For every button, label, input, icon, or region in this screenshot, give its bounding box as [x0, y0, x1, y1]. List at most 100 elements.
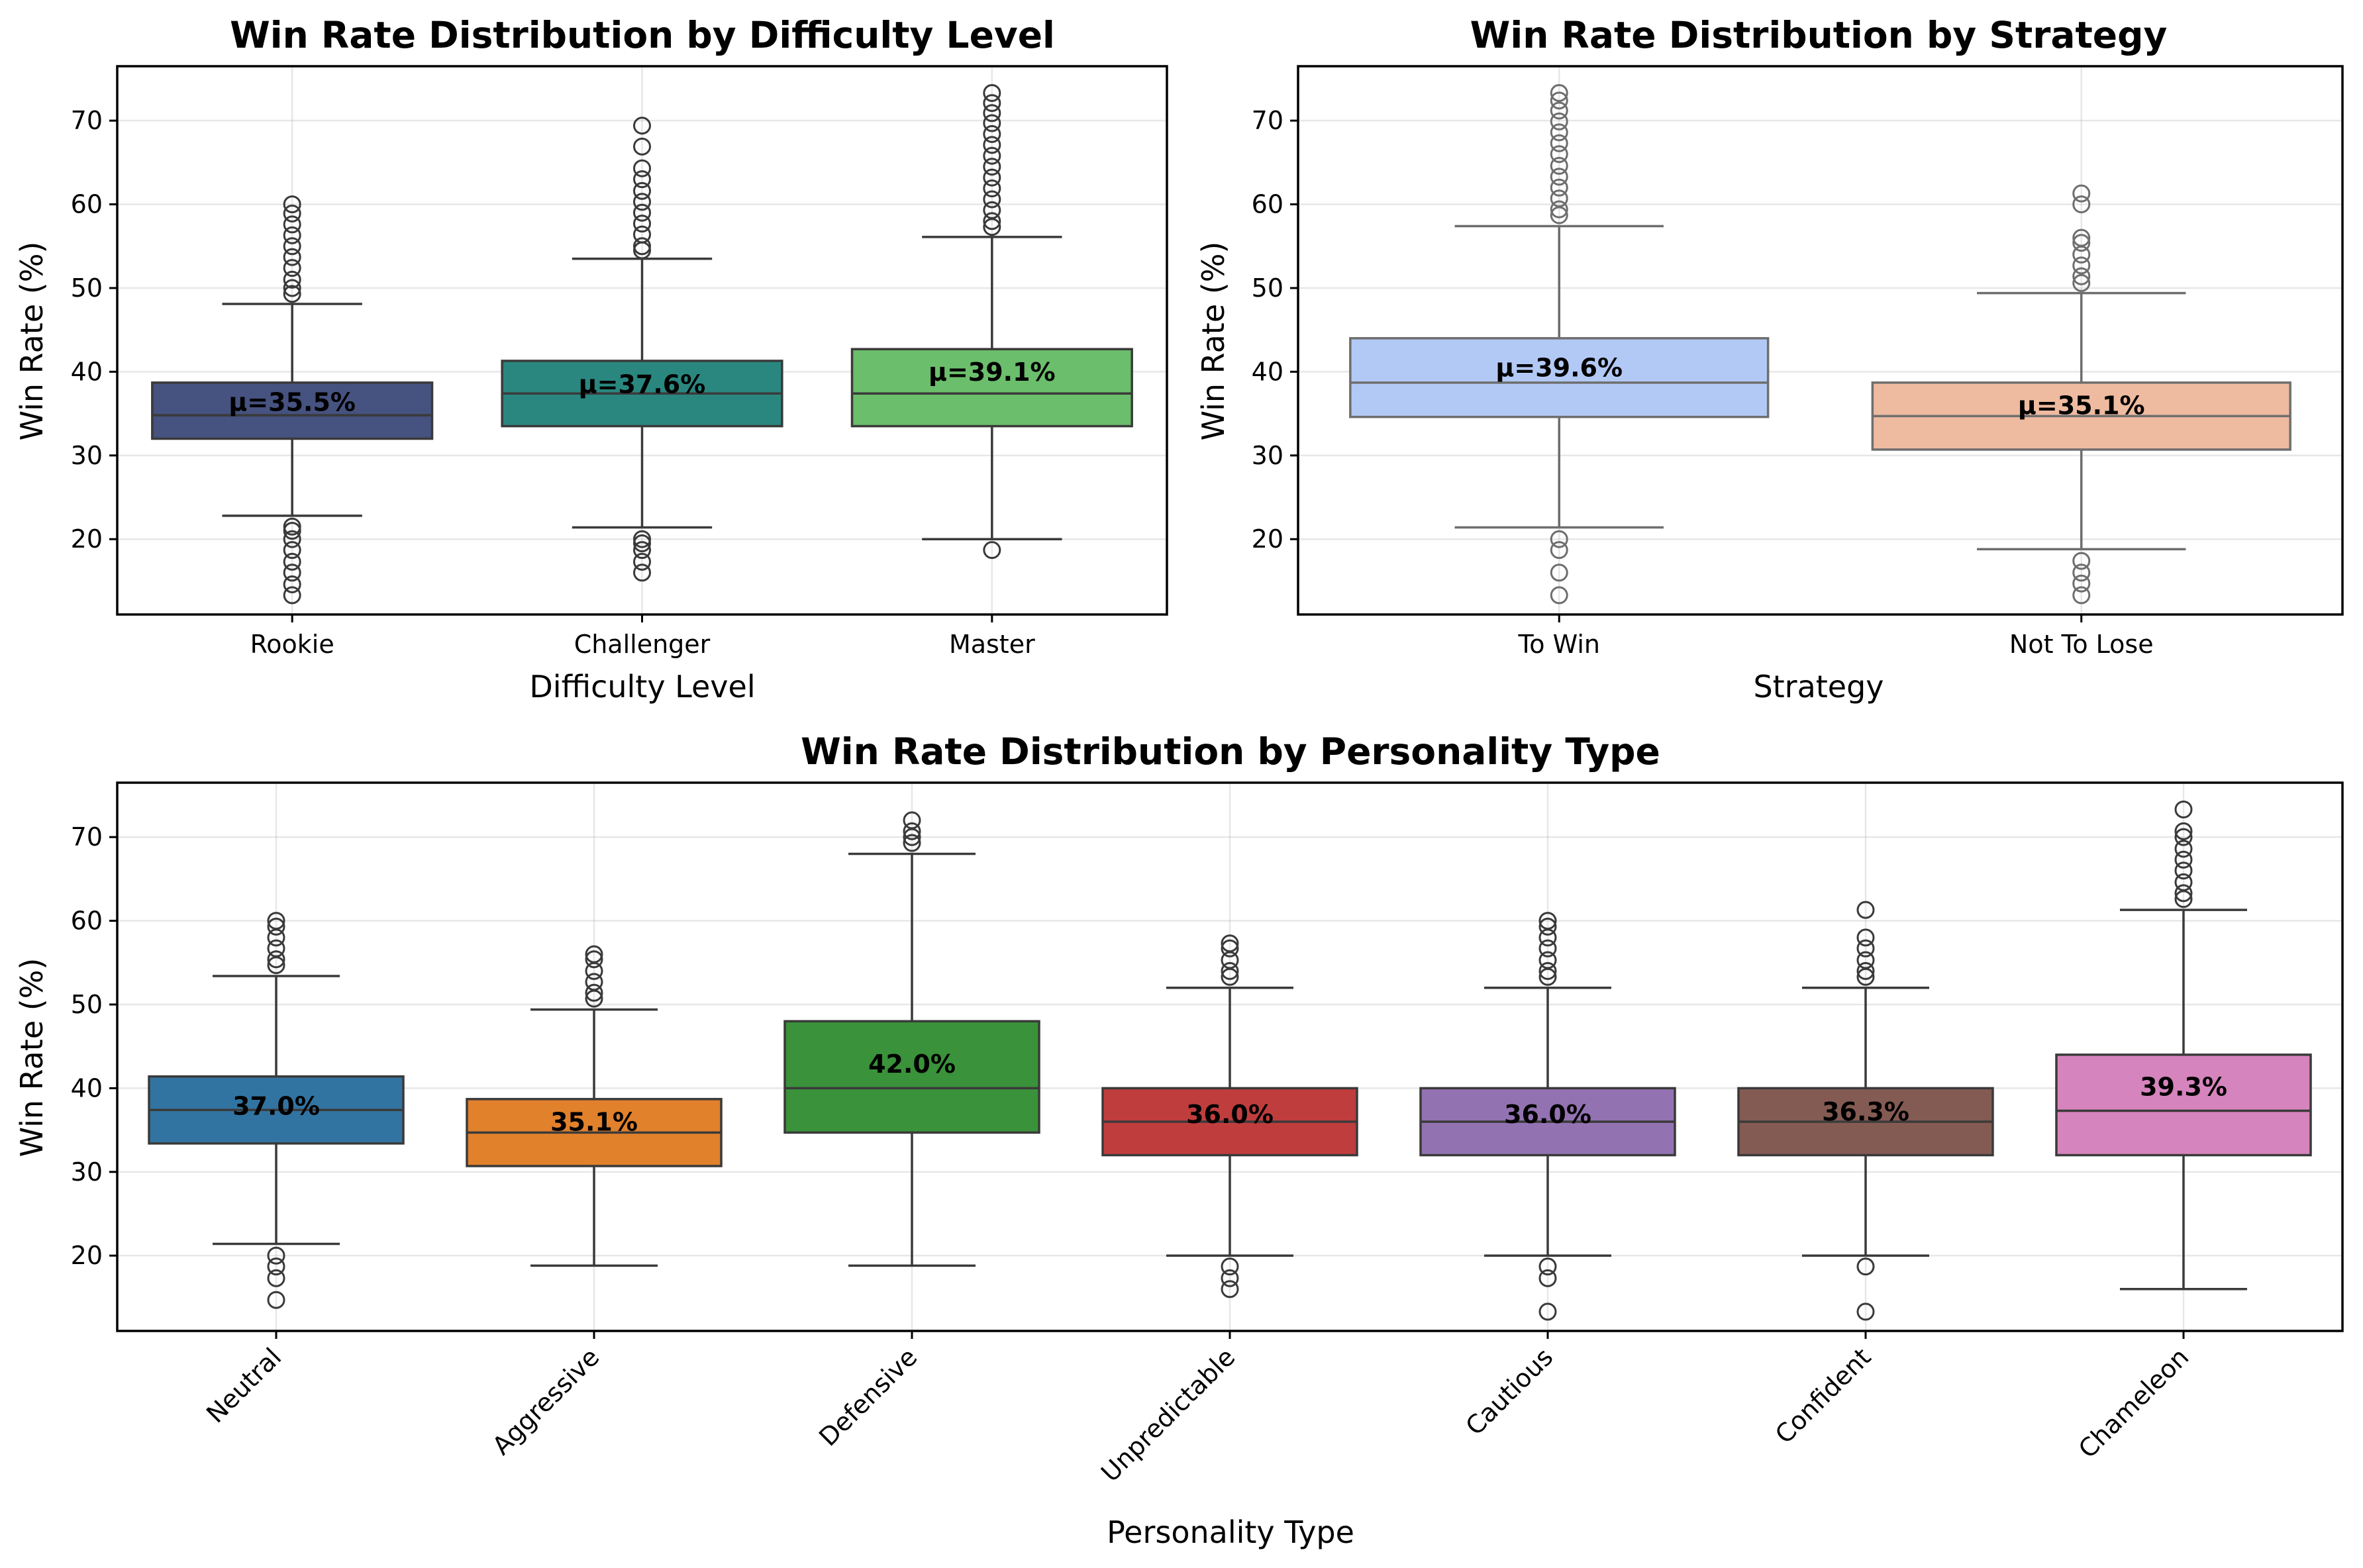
outlier-point [2174, 884, 2193, 903]
outlier-point [633, 159, 651, 177]
y-tick-label: 40 [1252, 357, 1283, 386]
mean-label: 42.0% [868, 1050, 956, 1079]
outlier-point [283, 530, 301, 548]
outlier-point [1538, 917, 1557, 936]
outlier-point [1221, 939, 1239, 957]
outlier-point [2072, 184, 2091, 203]
outlier-point [1538, 1269, 1557, 1287]
outlier-point [983, 190, 1001, 209]
y-axis-label: Win Rate (%) [14, 958, 50, 1157]
mean-label: 35.1% [550, 1107, 638, 1136]
outlier-point [1538, 939, 1557, 957]
outlier-point [1221, 1269, 1239, 1287]
outlier-point [267, 1257, 285, 1276]
outlier-point [585, 983, 603, 1002]
outlier-point [633, 181, 651, 200]
outlier-point [283, 215, 301, 234]
y-tick-label: 30 [71, 441, 103, 470]
outlier-point [1550, 168, 1568, 186]
panel-difficulty: Win Rate Distribution by Difficulty Leve… [14, 14, 1168, 705]
outlier-point [2174, 828, 2193, 846]
outlier-point [2174, 873, 2193, 891]
outlier-point [1856, 901, 1875, 919]
chart-title: Win Rate Distribution by Strategy [1470, 14, 2168, 56]
outlier-point [1550, 83, 1568, 102]
outlier-point [633, 534, 651, 553]
outlier-point [283, 522, 301, 540]
outlier-point [267, 912, 285, 930]
y-tick-label: 40 [71, 1073, 103, 1102]
outlier-point [633, 225, 651, 244]
outlier-point [2174, 850, 2193, 869]
outlier-point [267, 1246, 285, 1265]
y-tick-label: 60 [71, 906, 103, 936]
axes-frame [1297, 65, 2344, 616]
y-tick-label: 30 [71, 1157, 103, 1187]
outlier-point [903, 834, 921, 852]
outlier-point [983, 541, 1001, 560]
y-tick-label: 60 [1252, 190, 1283, 219]
y-axis-label: Win Rate (%) [14, 242, 50, 441]
outlier-point [1550, 178, 1568, 197]
outlier-point [1221, 961, 1239, 980]
outlier-point [633, 193, 651, 211]
outlier-point [633, 552, 651, 571]
outlier-point [633, 530, 651, 548]
y-tick-label: 70 [71, 106, 103, 135]
outlier-point [1221, 934, 1239, 953]
y-tick-label: 70 [71, 822, 103, 852]
outlier-point [633, 564, 651, 582]
y-axis-label: Win Rate (%) [1195, 242, 1231, 441]
outlier-point [267, 939, 285, 957]
mean-label: μ=37.6% [579, 370, 706, 399]
box-master [850, 348, 1133, 428]
outlier-point [983, 168, 1001, 187]
mean-label: μ=35.5% [228, 387, 356, 416]
outlier-point [1550, 91, 1568, 110]
outlier-point [1550, 101, 1568, 120]
outlier-point [585, 950, 603, 969]
outlier-point [283, 586, 301, 605]
outlier-point [283, 248, 301, 266]
outlier-point [1856, 1257, 1875, 1276]
outlier-point [983, 124, 1001, 143]
y-tick-label: 50 [1252, 273, 1283, 303]
outlier-point [1550, 541, 1568, 560]
outlier-point [1538, 951, 1557, 969]
outlier-point [983, 201, 1001, 219]
outlier-point [633, 215, 651, 233]
outlier-point [2072, 234, 2091, 252]
outlier-point [283, 237, 301, 256]
outlier-point [1221, 1280, 1239, 1298]
outlier-point [2072, 574, 2091, 593]
outlier-point [283, 270, 301, 289]
outlier-point [1550, 112, 1568, 130]
outlier-point [283, 517, 301, 536]
outlier-point [585, 945, 603, 963]
outlier-point [1856, 939, 1875, 957]
outlier-point [2072, 273, 2091, 292]
outlier-point [1550, 134, 1568, 152]
outlier-point [1538, 1302, 1557, 1321]
outlier-point [283, 195, 301, 214]
mean-label: μ=35.1% [2018, 391, 2145, 420]
outlier-point [1221, 1257, 1239, 1276]
outlier-point [633, 170, 651, 189]
outlier-point [983, 83, 1001, 102]
chart-title: Win Rate Distribution by Personality Typ… [801, 730, 1660, 773]
mean-label: 36.0% [1504, 1100, 1591, 1129]
outlier-point [1856, 951, 1875, 969]
outlier-point [633, 237, 651, 256]
plot-area: 20 30 40 50 60 70 To Win Not To Lose μ=39.6% μ=35… [1252, 65, 2344, 659]
chart-title: Win Rate Distribution by Difficulty Leve… [230, 14, 1055, 56]
outlier-point [283, 226, 301, 244]
outlier-point [283, 552, 301, 571]
outlier-point [1550, 189, 1568, 208]
outlier-point [903, 822, 921, 840]
x-axis-label: Strategy [1753, 669, 1884, 705]
box-rookie [151, 381, 434, 440]
outlier-point [983, 146, 1001, 165]
mean-label: 36.0% [1186, 1100, 1274, 1129]
outlier-point [2174, 840, 2193, 858]
